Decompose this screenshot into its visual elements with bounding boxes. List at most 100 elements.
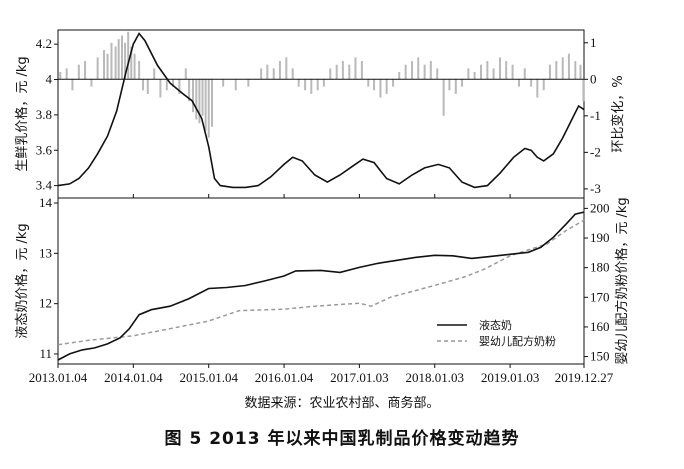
mom-change-bar <box>71 79 74 91</box>
liquid-milk-price-line <box>57 211 585 361</box>
mom-change-bar <box>498 57 501 80</box>
bottom-left-tick-label: 12 <box>39 296 52 311</box>
mom-change-bar <box>548 64 551 80</box>
mom-change-bar <box>120 35 123 80</box>
mom-change-bar <box>555 61 558 80</box>
bottom-right-tick-label: 200 <box>590 200 610 215</box>
mom-change-bar <box>291 68 294 80</box>
mom-change-bar <box>133 53 136 80</box>
mom-change-bar <box>329 68 332 80</box>
bottom-plot-frame <box>57 197 585 365</box>
legend-label-liquid-milk: 液态奶 <box>479 318 512 332</box>
mom-change-bar <box>184 68 187 80</box>
top-right-tick-label: 1 <box>590 35 597 50</box>
mom-change-bar <box>511 64 514 80</box>
mom-change-bar <box>127 31 130 80</box>
mom-change-bar <box>146 79 149 94</box>
mom-change-bar <box>316 79 319 91</box>
bottom-panel-retail-dairy: 11 12 13 14 150 160 170 180 190 200 液态奶价格，元 /kg 婴幼儿… <box>14 195 630 365</box>
bottom-left-tick-label: 14 <box>39 195 53 210</box>
mom-change-bar <box>460 79 463 87</box>
mom-change-bar <box>574 61 577 80</box>
top-left-tick-label: 4.2 <box>36 36 52 51</box>
top-left-tick-label: 3.4 <box>36 178 53 193</box>
top-right-axis-title: 环比变化，% <box>610 75 626 152</box>
bottom-left-tick-label: 13 <box>39 245 52 260</box>
bottom-right-tick-label: 190 <box>590 230 610 245</box>
mom-change-bar <box>130 46 133 80</box>
bottom-right-tick-label: 160 <box>590 319 610 334</box>
mom-change-bar <box>90 79 93 87</box>
mom-change-bar <box>153 68 156 80</box>
mom-change-bar <box>373 79 376 91</box>
mom-change-bar <box>195 79 198 120</box>
mom-change-bar <box>423 64 426 80</box>
figure-caption: 图 5 2013 年以来中国乳制品价格变动趋势 <box>164 429 520 449</box>
top-right-tick-label: 0 <box>590 71 597 86</box>
mom-change-bar <box>379 79 382 98</box>
mom-change-bar <box>505 61 508 80</box>
mom-change-bar <box>59 72 62 80</box>
mom-change-bar <box>285 57 288 80</box>
mom-change-bar <box>579 64 582 80</box>
mom-change-bar <box>335 64 338 80</box>
mom-change-bar <box>138 61 141 80</box>
x-tick-label: 2015.01.04 <box>179 370 238 385</box>
mom-change-bar <box>103 50 106 80</box>
x-tick-label: 2016.01.04 <box>255 370 314 385</box>
mom-change-bar <box>411 61 414 80</box>
mom-change-bar <box>479 64 482 80</box>
source-note: 数据来源：农业农村部、商务部。 <box>244 396 440 411</box>
mom-change-bar <box>142 79 145 91</box>
mom-change-bar <box>96 57 99 80</box>
mom-change-bar <box>517 79 520 87</box>
mom-change-bar <box>188 79 191 102</box>
mom-change-bar <box>110 42 113 80</box>
mom-change-bar <box>429 61 432 80</box>
top-left-axis-title: 生鲜乳价格，元 /kg <box>14 56 30 171</box>
mom-change-bar <box>192 79 195 113</box>
mom-change-bar <box>442 79 445 116</box>
top-right-tick-label: -1 <box>590 108 601 123</box>
mom-change-bar <box>278 61 281 80</box>
bottom-right-tick-label: 170 <box>590 289 610 304</box>
shared-x-axis: 2013.01.04 2014.01.04 2015.01.04 2016.01.04… <box>29 194 614 385</box>
mom-change-bar <box>272 68 275 80</box>
top-plot-frame <box>57 29 585 199</box>
fresh-milk-price-line <box>57 32 585 189</box>
mom-change-bar <box>448 79 451 91</box>
mom-change-bar <box>201 79 204 116</box>
top-left-tick-label: 3.6 <box>36 142 53 157</box>
mom-change-bar <box>117 39 120 80</box>
mom-change-bar <box>398 72 401 80</box>
mom-change-bar <box>204 79 207 131</box>
mom-change-bar <box>341 61 344 80</box>
mom-change-bar <box>124 42 127 80</box>
mom-change-bar <box>247 79 250 87</box>
mom-change-bar <box>234 79 237 91</box>
mom-change-bar <box>486 61 489 80</box>
x-tick-label: 2013.01.04 <box>29 370 88 385</box>
mom-change-bar <box>159 79 162 98</box>
top-panel-fresh-milk: 3.4 3.6 3.8 4 4.2 1 0 -1 -2 -3 生鲜乳价格，元 /kg 环比变化，% <box>14 29 626 199</box>
top-right-tick-label: -2 <box>590 144 601 159</box>
top-right-tick-label: -3 <box>590 181 601 196</box>
mom-change-bar <box>530 79 533 87</box>
mom-change-bar <box>536 79 539 98</box>
mom-change-bar <box>106 53 109 80</box>
mom-change-bar <box>222 79 225 87</box>
x-tick-label: 2019.12.27 <box>555 370 614 385</box>
mom-change-bar <box>211 79 214 127</box>
mom-change-bar <box>198 79 201 124</box>
mom-change-bar <box>473 72 476 80</box>
bottom-right-axis-title: 婴幼儿配方奶粉价格，元 /kg <box>614 197 630 364</box>
legend-label-infant-formula: 婴幼儿配方奶粉 <box>479 334 556 348</box>
mom-change-bar <box>178 79 181 94</box>
x-tick-label: 2014.01.04 <box>104 370 163 385</box>
mom-change-bar <box>385 79 388 94</box>
mom-change-bar <box>454 79 457 94</box>
mom-change-bar <box>492 68 495 80</box>
mom-change-bar <box>582 79 585 102</box>
bottom-left-axis-title: 液态奶价格，元 /kg <box>14 223 30 338</box>
